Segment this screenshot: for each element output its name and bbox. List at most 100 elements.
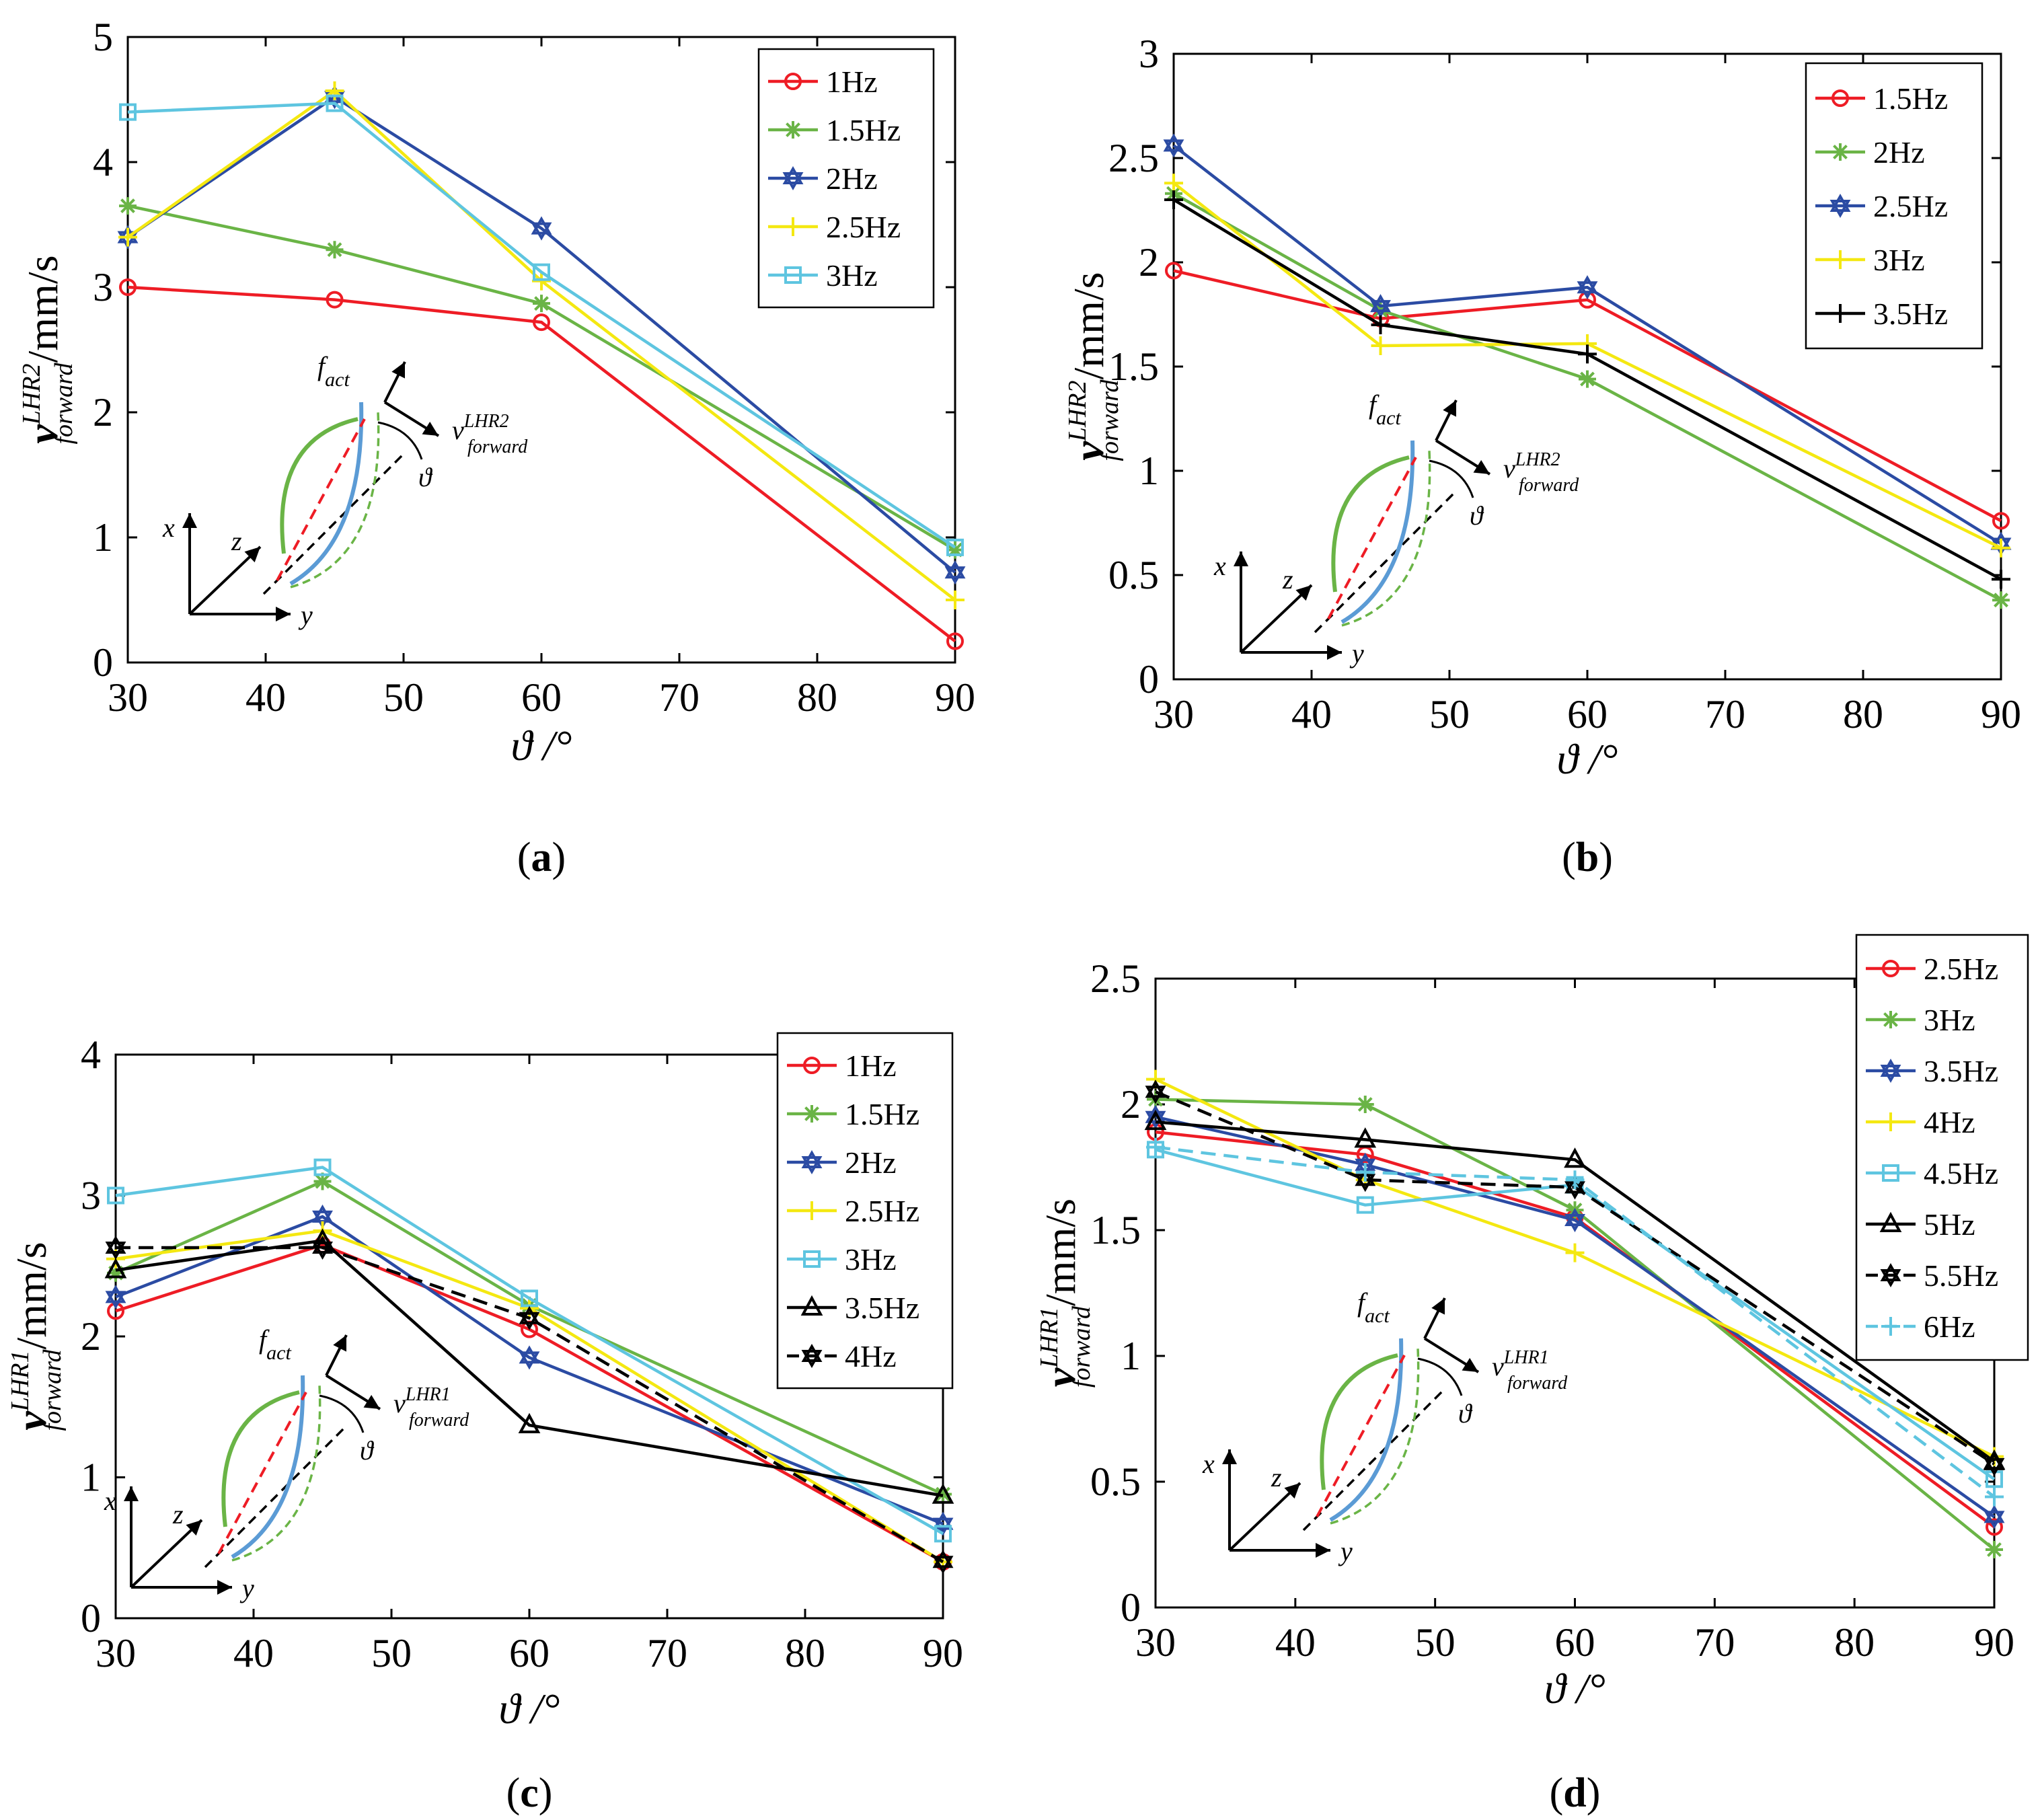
force-subscript: act xyxy=(266,1342,291,1364)
x-tick-label: 80 xyxy=(1834,1620,1875,1665)
y-tick-label: 2.5 xyxy=(1108,136,1159,180)
legend-marker xyxy=(1829,193,1851,219)
reference-line xyxy=(262,451,406,595)
legend-label: 2.5Hz xyxy=(826,210,901,244)
x-tick-label: 50 xyxy=(371,1631,412,1675)
y-tick-label: 4 xyxy=(93,140,113,184)
legend-marker xyxy=(1882,1164,1899,1182)
y-tick-label: 4 xyxy=(81,1032,101,1077)
y-label-symbol: v xyxy=(1036,1367,1084,1387)
x-axis-label: ϑ /° xyxy=(499,1685,560,1733)
x-tick-label: 70 xyxy=(647,1631,687,1675)
angle-arc xyxy=(1429,459,1474,498)
z-axis-arrow xyxy=(1228,1482,1301,1552)
x-tick-label: 50 xyxy=(383,675,424,720)
legend-marker xyxy=(1879,1211,1902,1232)
series-line xyxy=(1155,1090,1996,1466)
legend-item: 1Hz xyxy=(787,1049,897,1083)
legend-marker xyxy=(1831,89,1849,107)
panel-caption: (b) xyxy=(1562,835,1613,880)
y-tick-label: 1 xyxy=(81,1455,101,1500)
angle-label: ϑ xyxy=(1458,1398,1473,1429)
velocity-symbol: v xyxy=(393,1388,406,1418)
caption-open-paren: ( xyxy=(517,835,531,880)
y-label-symbol: v xyxy=(19,424,67,444)
legend-label: 2.5Hz xyxy=(845,1194,919,1228)
z-axis-arrow xyxy=(130,1519,203,1589)
y-axis-label: y xyxy=(298,600,313,630)
x-axis-label: x xyxy=(1213,551,1226,581)
data-point xyxy=(932,1550,954,1575)
legend-marker xyxy=(1882,960,1899,977)
force-axis-line xyxy=(1327,457,1417,619)
y-axis-label: vLHR2 forward/mm/s xyxy=(1063,272,1124,461)
series-line xyxy=(115,1229,944,1564)
x-tick-label: 90 xyxy=(1981,692,2021,736)
caption-open-paren: ( xyxy=(506,1770,521,1816)
data-point xyxy=(1163,133,1184,158)
data-point xyxy=(1165,262,1182,280)
data-point xyxy=(1984,1451,2005,1476)
series-line xyxy=(1155,1115,1996,1519)
series-line xyxy=(115,1180,944,1496)
x-tick-label: 40 xyxy=(245,675,286,720)
legend-item: 3Hz xyxy=(1815,243,1925,277)
series-line xyxy=(1172,144,2002,545)
data-point xyxy=(1146,1069,1165,1089)
x-axis-arrow-head xyxy=(124,1486,139,1501)
series-line xyxy=(1155,1145,1996,1499)
series-line xyxy=(1172,198,2002,581)
velocity-subscript: forward xyxy=(467,437,528,457)
legend-label: 2Hz xyxy=(1873,135,1925,169)
legend-marker xyxy=(802,1201,821,1220)
data-point xyxy=(1565,1243,1585,1262)
legend-marker xyxy=(1882,1011,1899,1028)
legend-label: 2Hz xyxy=(826,161,878,196)
legend-label: 1.5Hz xyxy=(845,1097,919,1131)
body-curve-green xyxy=(221,1390,300,1527)
data-point xyxy=(1354,1127,1377,1148)
x-axis-label: x xyxy=(104,1486,116,1516)
data-point xyxy=(1355,1162,1375,1182)
caption-close-paren: ) xyxy=(552,835,566,880)
force-label: fact xyxy=(259,1324,291,1364)
legend: 2.5Hz 3Hz 3.5Hz 4Hz 4.5Hz 5Hz 5.5Hz 6Hz xyxy=(1855,934,2029,1361)
force-label: fact xyxy=(1369,389,1401,429)
data-point xyxy=(1992,512,2010,530)
y-tick-label: 1 xyxy=(1139,449,1159,493)
caption-close-paren: ) xyxy=(1587,1770,1601,1816)
angle-arc xyxy=(319,1394,365,1433)
caption-open-paren: ( xyxy=(1562,835,1576,880)
series-2.5Hz xyxy=(1163,133,2012,556)
z-axis-arrow-head xyxy=(1295,585,1312,601)
series-3Hz xyxy=(107,1158,952,1543)
x-tick-label: 60 xyxy=(1555,1620,1595,1665)
x-tick-label: 30 xyxy=(1135,1620,1176,1665)
y-axis-label: vLHR1 forward/mm/s xyxy=(6,1242,67,1431)
legend-label: 2.5Hz xyxy=(1873,189,1948,223)
data-point xyxy=(326,94,344,112)
legend-marker xyxy=(801,1343,823,1369)
data-point xyxy=(946,541,964,559)
velocity-subscript: forward xyxy=(1507,1373,1568,1394)
x-tick-label: 80 xyxy=(785,1631,825,1675)
data-point xyxy=(1985,1487,2004,1507)
y-label-unit: /mm/s xyxy=(7,1242,55,1349)
y-tick-label: 0 xyxy=(1121,1585,1141,1630)
caption-letter: a xyxy=(531,835,552,880)
legend: 1.5Hz 2Hz 2.5Hz 3Hz 3.5Hz xyxy=(1805,62,1984,350)
legend-item: 2.5Hz xyxy=(787,1194,919,1228)
legend-marker xyxy=(784,217,802,236)
force-axis-line xyxy=(276,418,366,581)
data-point xyxy=(105,1235,126,1260)
series-line xyxy=(1155,1130,1996,1529)
legend-marker xyxy=(784,121,802,139)
x-tick-label: 40 xyxy=(1291,692,1332,736)
legend-item: 2.5Hz xyxy=(1866,952,1998,986)
series-line xyxy=(126,95,956,574)
velocity-subscript: forward xyxy=(1519,475,1579,496)
legend-item: 3.5Hz xyxy=(787,1291,919,1325)
x-tick-label: 70 xyxy=(1694,1620,1735,1665)
data-point xyxy=(946,538,964,556)
